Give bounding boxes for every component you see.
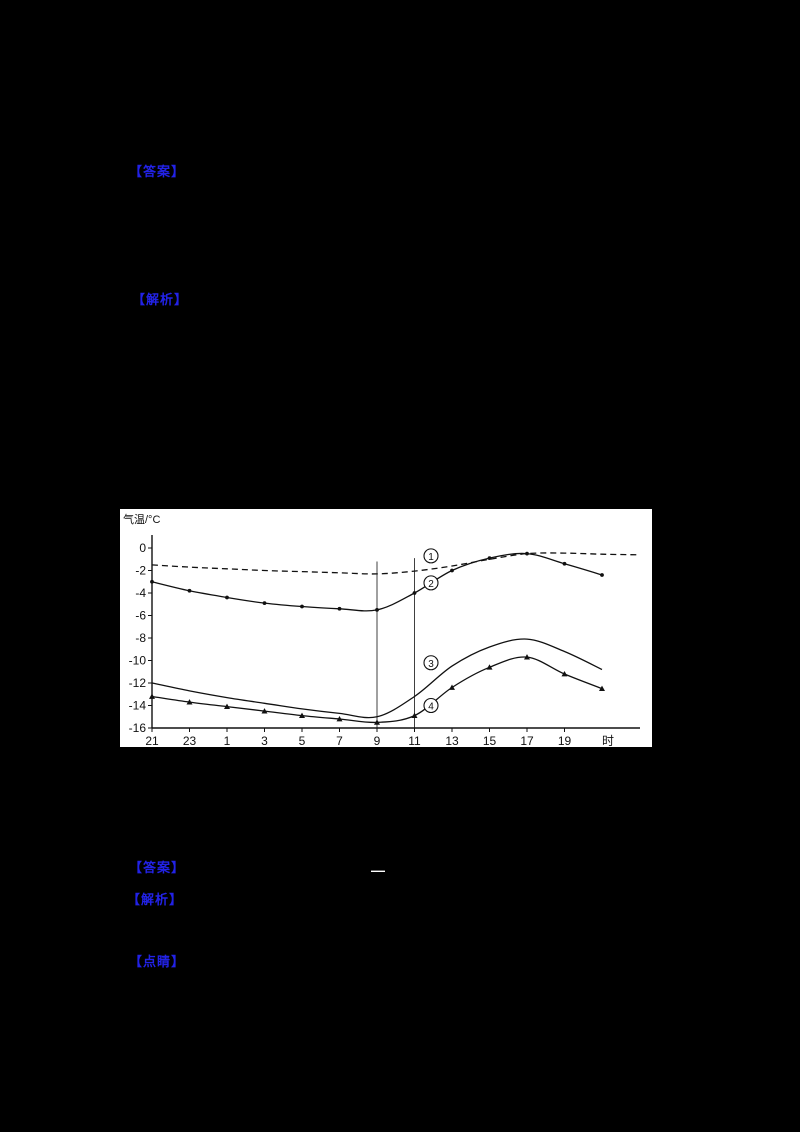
dot-marker bbox=[525, 551, 529, 556]
dot-marker bbox=[262, 601, 267, 606]
y-axis-unit-label: 气温/°C bbox=[123, 512, 160, 526]
temperature-chart-figure: 0 -2 -4 -6 -8 -10 -12 -14 -16 21 23 1 3 5 7 9 11 13 15 17 19… bbox=[120, 509, 652, 747]
curve-label-circle-2 bbox=[423, 575, 439, 591]
triangle-marker bbox=[561, 671, 568, 677]
curve-label-circle-1 bbox=[423, 548, 439, 564]
triangle-marker bbox=[186, 699, 193, 705]
dot-marker bbox=[450, 568, 454, 573]
analysis-tag-2: 【解析】 bbox=[127, 892, 184, 907]
triangle-marker bbox=[374, 719, 380, 725]
curve-label-digit-3: 3 bbox=[428, 659, 434, 670]
y-tick-label: -16 bbox=[129, 721, 147, 735]
x-tick-label: 17 bbox=[520, 734, 534, 747]
series-line-① bbox=[151, 552, 640, 575]
triangle-marker bbox=[336, 716, 343, 722]
y-tick-label: -10 bbox=[129, 654, 147, 668]
y-tick-label: -2 bbox=[135, 564, 146, 578]
dot-marker bbox=[487, 556, 492, 561]
y-tick-label: -8 bbox=[135, 631, 146, 645]
triangle-marker bbox=[486, 664, 493, 670]
dot-marker bbox=[300, 604, 304, 609]
dot-marker bbox=[187, 588, 192, 593]
triangle-marker bbox=[411, 712, 418, 719]
y-tick-label: -12 bbox=[129, 676, 147, 690]
series-line-③ bbox=[151, 638, 603, 719]
triangle-marker bbox=[261, 708, 268, 714]
curve-label-digit-4: 4 bbox=[428, 702, 434, 713]
y-tick-label: -4 bbox=[135, 586, 146, 600]
triangle-marker bbox=[599, 685, 605, 692]
x-axis-unit-label: 时 bbox=[602, 734, 614, 747]
curve-label-digit-1: 1 bbox=[428, 552, 434, 563]
curve-label-circle-3 bbox=[423, 655, 439, 671]
dot-marker bbox=[375, 607, 379, 612]
dot-marker bbox=[600, 573, 604, 577]
x-tick-label: 13 bbox=[445, 734, 459, 747]
x-tick-label: 3 bbox=[261, 734, 268, 747]
triangle-marker bbox=[524, 654, 530, 660]
triangle-marker bbox=[224, 703, 230, 710]
x-tick-label: 19 bbox=[558, 734, 572, 747]
x-tick-label: 5 bbox=[299, 734, 306, 747]
x-tick-label: 21 bbox=[145, 734, 159, 747]
y-tick-label: -14 bbox=[129, 699, 147, 713]
dot-marker bbox=[225, 595, 229, 600]
answer-dash: — bbox=[371, 862, 385, 878]
y-tick-label: -6 bbox=[135, 609, 146, 623]
y-tick-label: 0 bbox=[139, 541, 146, 555]
answer-tag-2: 【答案】 bbox=[129, 860, 186, 875]
dot-marker bbox=[337, 606, 342, 611]
curve-label-circle-4 bbox=[423, 697, 439, 714]
x-tick-label: 23 bbox=[183, 734, 197, 747]
dot-marker bbox=[562, 561, 567, 566]
x-tick-label: 11 bbox=[408, 734, 421, 747]
curve-label-digit-2: 2 bbox=[428, 579, 434, 590]
x-tick-label: 15 bbox=[483, 734, 497, 747]
keypoint-tag: 【点睛】 bbox=[129, 954, 186, 969]
dot-marker bbox=[412, 591, 417, 595]
x-tick-label: 9 bbox=[374, 734, 381, 747]
answer-tag-1: 【答案】 bbox=[129, 164, 186, 179]
analysis-tag-1: 【解析】 bbox=[132, 292, 189, 307]
triangle-marker bbox=[149, 693, 155, 699]
dot-marker bbox=[150, 579, 154, 584]
x-tick-label: 1 bbox=[224, 734, 231, 747]
triangle-marker bbox=[299, 712, 305, 719]
x-tick-label: 7 bbox=[336, 734, 343, 747]
triangle-marker bbox=[449, 684, 455, 690]
